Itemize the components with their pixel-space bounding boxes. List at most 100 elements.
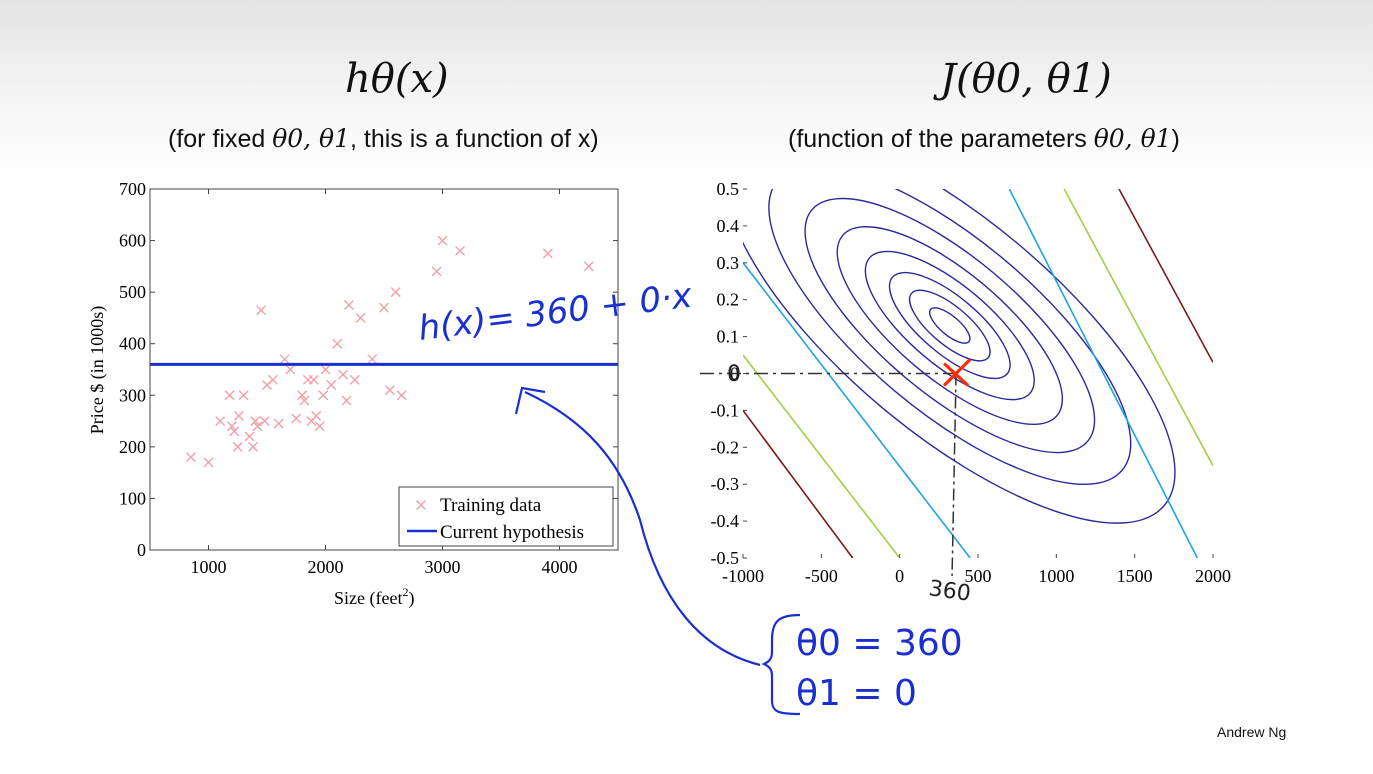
y-tick-label: 300: [119, 385, 146, 405]
contour-ring-3: [864, 250, 1035, 401]
y-tick-label: 100: [119, 488, 146, 508]
training-point-30: [326, 379, 337, 390]
contour-ring-1: [908, 289, 991, 362]
training-point-6: [232, 441, 243, 452]
theta1-tick-label: -0.4: [711, 511, 740, 531]
theta0-tick-label: -1000: [722, 566, 764, 586]
theta1-tick-label: 0.1: [717, 327, 740, 347]
contour-ring-5: [804, 197, 1096, 454]
training-point-21: [297, 390, 308, 401]
training-point-33: [341, 395, 352, 406]
training-point-17: [273, 418, 284, 429]
theta0-value-note: θ0 = 360: [796, 623, 963, 664]
selected-parameter-cross-icon: [942, 358, 972, 387]
training-point-35: [349, 374, 360, 385]
training-point-18: [279, 354, 290, 365]
training-point-12: [252, 421, 263, 432]
hypothesis-equation-note: h(x)= 360 + 0·x: [416, 276, 695, 349]
training-point-37: [367, 354, 378, 365]
y-tick-label: 400: [119, 334, 146, 354]
theta1-tick-label: -0.2: [711, 437, 740, 457]
training-point-40: [390, 287, 401, 298]
left-panel-title: hθ(x): [345, 56, 449, 102]
x-axis-label-superscript: 2: [402, 585, 408, 599]
training-point-8: [238, 390, 249, 401]
contour-ring-7: [743, 189, 1176, 524]
training-point-20: [291, 413, 302, 424]
training-point-3: [226, 421, 237, 432]
training-point-45: [542, 248, 553, 259]
x-axis-label-size: Size (feet2): [334, 585, 414, 609]
contour-ring-6: [768, 189, 1132, 485]
theta0-guide-line: [951, 373, 957, 577]
training-point-28: [318, 390, 329, 401]
legend-marker-training-data: [416, 500, 426, 510]
author-credit: Andrew Ng: [1217, 724, 1287, 740]
theta1-value-note: θ1 = 0: [796, 673, 917, 714]
y-tick-label: 200: [119, 437, 146, 457]
theta1-tick-label: -0.1: [711, 400, 740, 420]
contour-outer-line-3: [1063, 189, 1213, 467]
contour-outer-line-1: [1008, 189, 1199, 558]
theta0-tick-label: 1000: [1038, 566, 1074, 586]
training-point-19: [285, 364, 296, 375]
training-point-7: [233, 410, 244, 421]
training-point-29: [320, 364, 331, 375]
training-point-34: [343, 300, 354, 311]
x-axis-label-close-paren: ): [408, 588, 414, 609]
theta1-tick-label: 0.5: [717, 179, 740, 199]
training-point-41: [396, 390, 407, 401]
training-point-25: [308, 374, 319, 385]
training-point-2: [215, 416, 226, 427]
training-point-43: [437, 235, 448, 246]
right-panel-subtitle: (function of the parameters θ0, θ1): [788, 124, 1180, 154]
training-point-1: [203, 457, 214, 468]
training-point-9: [244, 431, 255, 442]
contour-outer-line-4: [743, 409, 854, 558]
left-legend: Training data Current hypothesis: [398, 486, 614, 547]
contour-outer-line-0: [743, 262, 971, 558]
left-subtitle-part-3: , this is a function of x): [350, 125, 599, 153]
training-point-31: [332, 338, 343, 349]
hypothesis-arrow-head-icon: [514, 386, 546, 415]
training-point-14: [259, 416, 270, 427]
training-point-44: [455, 245, 466, 256]
training-point-39: [384, 385, 395, 396]
training-point-11: [250, 416, 261, 427]
training-point-32: [338, 369, 349, 380]
contour-ring-4: [836, 226, 1064, 426]
training-point-27: [314, 421, 325, 432]
training-point-16: [267, 374, 278, 385]
x-tick-label: 3000: [425, 557, 461, 577]
left-subtitle-part-2: θ0, θ1: [272, 124, 351, 153]
training-point-42: [431, 266, 442, 277]
training-point-4: [224, 390, 235, 401]
theta1-tick-label: -0.3: [711, 474, 740, 494]
right-subtitle-part-3: ): [1171, 125, 1180, 153]
training-point-26: [311, 410, 322, 421]
y-axis-label-price: Price $ (in 1000s): [87, 306, 108, 434]
right-subtitle-part-2: θ0, θ1: [1093, 124, 1172, 153]
y-tick-label: 600: [119, 231, 146, 251]
legend-label-current-hypothesis: Current hypothesis: [440, 522, 584, 543]
theta0-tick-label: 500: [965, 566, 992, 586]
x-tick-label: 2000: [308, 557, 344, 577]
y-tick-label: 700: [119, 179, 146, 199]
training-point-38: [379, 302, 389, 313]
left-panel-subtitle: (for fixed θ0, θ1, this is a function of…: [168, 124, 599, 154]
left-subtitle-part-1: (for fixed: [168, 125, 273, 153]
training-point-46: [583, 261, 594, 272]
x-tick-label: 4000: [542, 557, 578, 577]
theta1-tick-label: 0.4: [717, 216, 740, 236]
contour-ring-0: [928, 307, 971, 344]
legend-label-training-data: Training data: [440, 495, 542, 516]
theta0-tick-label: 2000: [1195, 566, 1231, 586]
theta0-tick-label: 0: [895, 566, 904, 586]
hypothesis-arrow-curve: [524, 391, 761, 667]
training-point-13: [256, 305, 267, 316]
theta1-tick-label: 0.2: [717, 290, 740, 310]
x-axis-label-text: Size (feet: [334, 588, 402, 609]
